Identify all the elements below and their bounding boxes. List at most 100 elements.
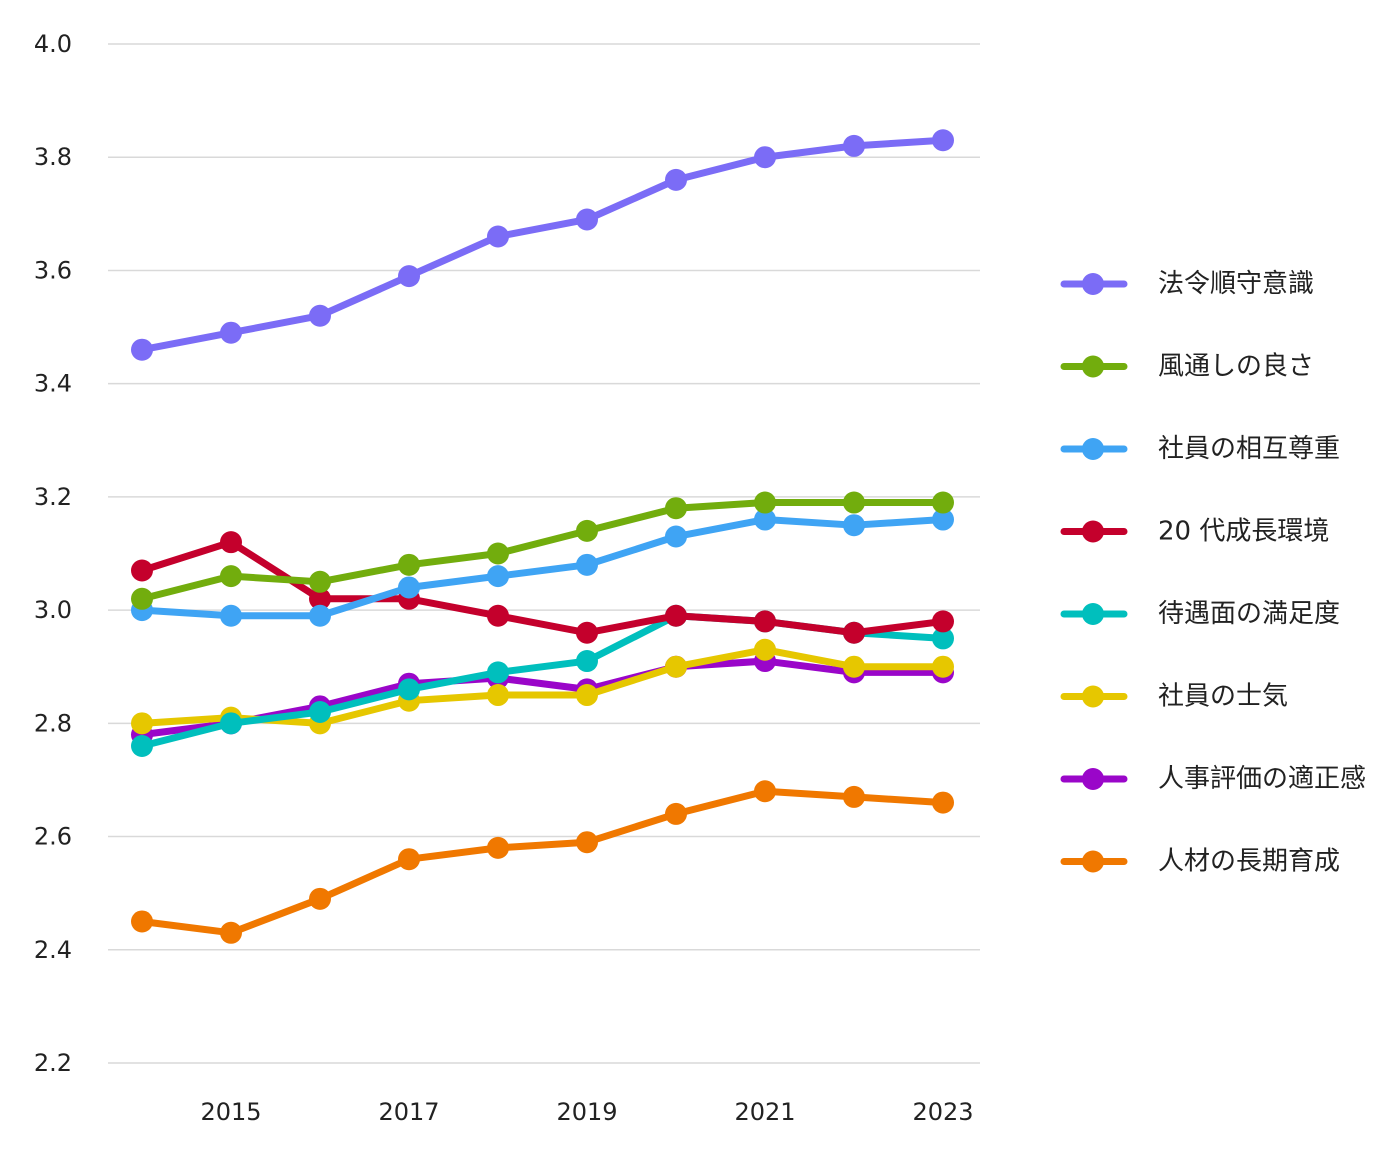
data-point: [220, 921, 242, 944]
legend-label: 社員の相互尊重: [1158, 434, 1340, 464]
data-point: [398, 576, 420, 599]
data-point: [932, 610, 954, 633]
data-point: [754, 610, 776, 633]
data-point: [576, 621, 598, 644]
y-tick-label: 2.4: [34, 936, 72, 964]
x-tick-label: 2015: [200, 1098, 261, 1126]
legend-item: 人材の長期育成: [1060, 847, 1340, 877]
y-tick-label: 3.6: [34, 256, 72, 284]
x-axis-ticks: 2015 2017 2019 2021 2023: [200, 1098, 973, 1126]
legend-item: 待遇面の満足度: [1060, 599, 1340, 629]
data-point: [576, 208, 598, 231]
data-point: [665, 168, 687, 191]
series-2: [131, 508, 954, 627]
data-point: [665, 604, 687, 627]
data-point: [220, 565, 242, 588]
legend-label: 社員の士気: [1158, 682, 1288, 712]
legend-item: 法令順守意識: [1060, 269, 1314, 299]
legend-swatch-marker: [1082, 685, 1104, 708]
legend-label: 人材の長期育成: [1158, 847, 1340, 877]
x-tick-label: 2021: [734, 1098, 795, 1126]
data-point: [487, 225, 509, 248]
data-point: [398, 553, 420, 576]
data-point: [220, 321, 242, 344]
data-point: [398, 848, 420, 871]
legend-swatch-marker: [1082, 273, 1104, 295]
series-line: [138, 136, 947, 354]
legend-item: 20 代成長環境: [1060, 517, 1329, 547]
data-point: [754, 638, 776, 661]
data-point: [932, 491, 954, 514]
series-group: [131, 129, 954, 944]
data-point: [576, 553, 598, 576]
series-line: [138, 538, 947, 637]
legend-item: 人事評価の適正感: [1060, 764, 1366, 794]
data-point: [843, 134, 865, 157]
series-7: [131, 780, 954, 944]
data-point: [131, 712, 153, 735]
data-point: [843, 655, 865, 678]
data-point: [487, 604, 509, 627]
legend-swatch-marker: [1082, 355, 1104, 378]
data-point: [309, 570, 331, 593]
data-point: [220, 531, 242, 554]
x-tick-label: 2017: [378, 1098, 439, 1126]
data-point: [932, 655, 954, 678]
legend-label: 20 代成長環境: [1158, 517, 1329, 547]
data-point: [131, 559, 153, 582]
data-point: [131, 910, 153, 933]
data-point: [487, 836, 509, 859]
legend-item: 風通しの良さ: [1060, 352, 1314, 382]
data-point: [665, 525, 687, 548]
series-1: [131, 491, 954, 610]
legend-label: 法令順守意識: [1158, 269, 1314, 299]
data-point: [309, 604, 331, 627]
grid: [108, 43, 980, 1064]
data-point: [487, 565, 509, 588]
legend-swatch-marker: [1082, 768, 1104, 790]
data-point: [843, 785, 865, 808]
data-point: [932, 791, 954, 814]
data-point: [576, 831, 598, 854]
data-point: [932, 508, 954, 531]
legend-label: 風通しの良さ: [1158, 352, 1314, 382]
y-tick-label: 2.2: [34, 1049, 72, 1077]
data-point: [487, 542, 509, 565]
data-point: [754, 491, 776, 514]
data-point: [932, 627, 954, 650]
legend-item: 社員の相互尊重: [1060, 434, 1340, 464]
legend-label: 待遇面の満足度: [1158, 599, 1340, 629]
y-axis-ticks: 2.2 2.4 2.6 2.8 3.0 3.2 3.4 3.6 3.8 4.0: [34, 30, 72, 1077]
y-tick-label: 4.0: [34, 30, 72, 58]
series-0: [131, 129, 954, 361]
data-point: [576, 684, 598, 707]
data-point: [843, 621, 865, 644]
y-tick-label: 3.2: [34, 483, 72, 511]
y-tick-label: 2.6: [34, 823, 72, 851]
data-point: [754, 780, 776, 803]
data-point: [131, 587, 153, 610]
data-point: [220, 604, 242, 627]
data-point: [843, 514, 865, 537]
y-tick-label: 3.8: [34, 143, 72, 171]
data-point: [220, 712, 242, 735]
legend-swatch-marker: [1082, 603, 1104, 625]
legend-swatch-marker: [1082, 520, 1104, 543]
data-point: [398, 265, 420, 288]
data-point: [665, 802, 687, 825]
data-point: [131, 338, 153, 361]
series-line: [138, 499, 947, 603]
data-point: [754, 146, 776, 169]
legend-item: 社員の士気: [1060, 682, 1288, 712]
x-tick-label: 2023: [912, 1098, 973, 1126]
y-tick-label: 2.8: [34, 709, 72, 737]
y-tick-label: 3.0: [34, 596, 72, 624]
data-point: [932, 129, 954, 152]
y-tick-label: 3.4: [34, 370, 72, 398]
data-point: [309, 587, 331, 610]
series-line: [138, 787, 947, 937]
data-point: [576, 650, 598, 673]
data-point: [843, 491, 865, 514]
